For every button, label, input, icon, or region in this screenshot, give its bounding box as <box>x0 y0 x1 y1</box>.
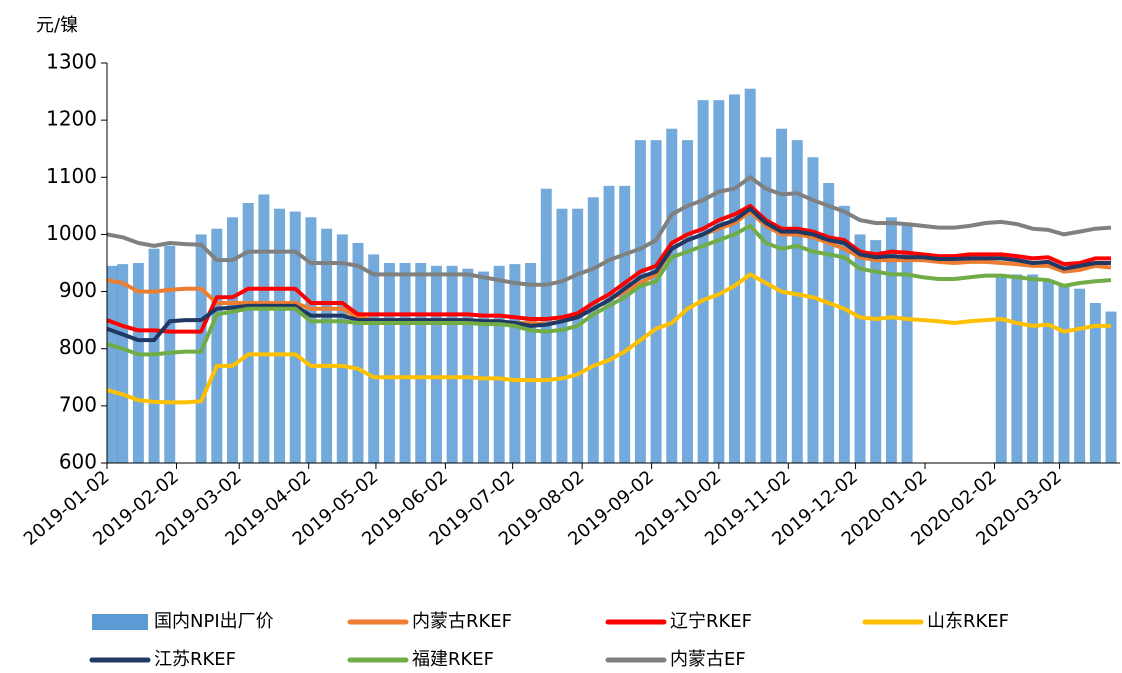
legend-label: 内蒙古RKEF <box>412 611 512 632</box>
bar <box>760 157 772 464</box>
bar <box>274 208 286 463</box>
bar <box>430 265 442 463</box>
bar <box>242 203 254 463</box>
line <box>106 206 1111 343</box>
bar <box>352 243 364 463</box>
bar <box>117 264 129 463</box>
legend-label: 江苏RKEF <box>154 649 236 670</box>
bar <box>854 234 866 463</box>
bar <box>729 94 741 463</box>
bar <box>995 274 1007 463</box>
bar <box>634 140 646 463</box>
legend-label: 山东RKEF <box>927 611 1009 632</box>
y-tick-label: 600 <box>59 450 97 474</box>
bar <box>1105 311 1117 463</box>
bar <box>1089 303 1101 463</box>
bar <box>572 208 584 463</box>
bar <box>132 263 144 463</box>
y-tick-label: 900 <box>59 278 97 302</box>
bar <box>399 263 411 463</box>
legend-label: 内蒙古EF <box>670 649 746 670</box>
legend-label: 国内NPI出厂价 <box>154 611 274 632</box>
bar <box>1058 285 1070 463</box>
line <box>106 203 1111 334</box>
bar <box>901 223 913 463</box>
bar <box>478 271 490 463</box>
bar <box>321 228 333 463</box>
bar <box>525 263 537 463</box>
bar <box>587 197 599 464</box>
y-tick-label: 1200 <box>46 107 97 131</box>
bar <box>1042 280 1054 463</box>
bar <box>791 140 803 463</box>
legend-swatch <box>92 614 148 630</box>
line <box>106 272 1111 405</box>
bar <box>493 265 505 463</box>
bar <box>776 128 788 463</box>
y-tick-label: 1100 <box>46 164 97 188</box>
bar <box>1074 288 1086 463</box>
bar <box>1011 274 1023 463</box>
bar <box>697 100 709 464</box>
bar <box>603 185 615 463</box>
y-tick-label: 1300 <box>46 50 97 74</box>
bar <box>462 268 474 463</box>
bar <box>446 265 458 463</box>
bar <box>823 183 835 463</box>
bar <box>289 211 301 463</box>
bar <box>1027 274 1039 463</box>
line <box>106 175 1112 287</box>
bar <box>336 234 348 463</box>
bar <box>681 140 693 463</box>
bar <box>870 240 882 463</box>
bar <box>368 254 380 463</box>
bar <box>650 140 662 463</box>
legend-label: 辽宁RKEF <box>670 611 752 632</box>
bar <box>807 157 819 464</box>
bar <box>619 185 631 463</box>
y-tick-label: 700 <box>59 392 97 416</box>
bar <box>556 208 568 463</box>
bar <box>305 217 317 463</box>
legend-label: 福建RKEF <box>412 649 494 670</box>
bar <box>666 128 678 463</box>
bar <box>211 228 223 463</box>
bar <box>713 100 725 464</box>
bar <box>885 217 897 463</box>
bar <box>107 265 118 463</box>
bar <box>383 263 395 463</box>
y-axis-unit: 元/镍 <box>36 15 78 36</box>
line <box>106 223 1112 357</box>
y-tick-label: 1000 <box>46 221 97 245</box>
bar <box>415 263 427 463</box>
bar <box>258 194 270 463</box>
bar <box>509 264 521 463</box>
bar <box>838 205 850 463</box>
bar <box>227 217 238 463</box>
y-tick-label: 800 <box>59 335 97 359</box>
